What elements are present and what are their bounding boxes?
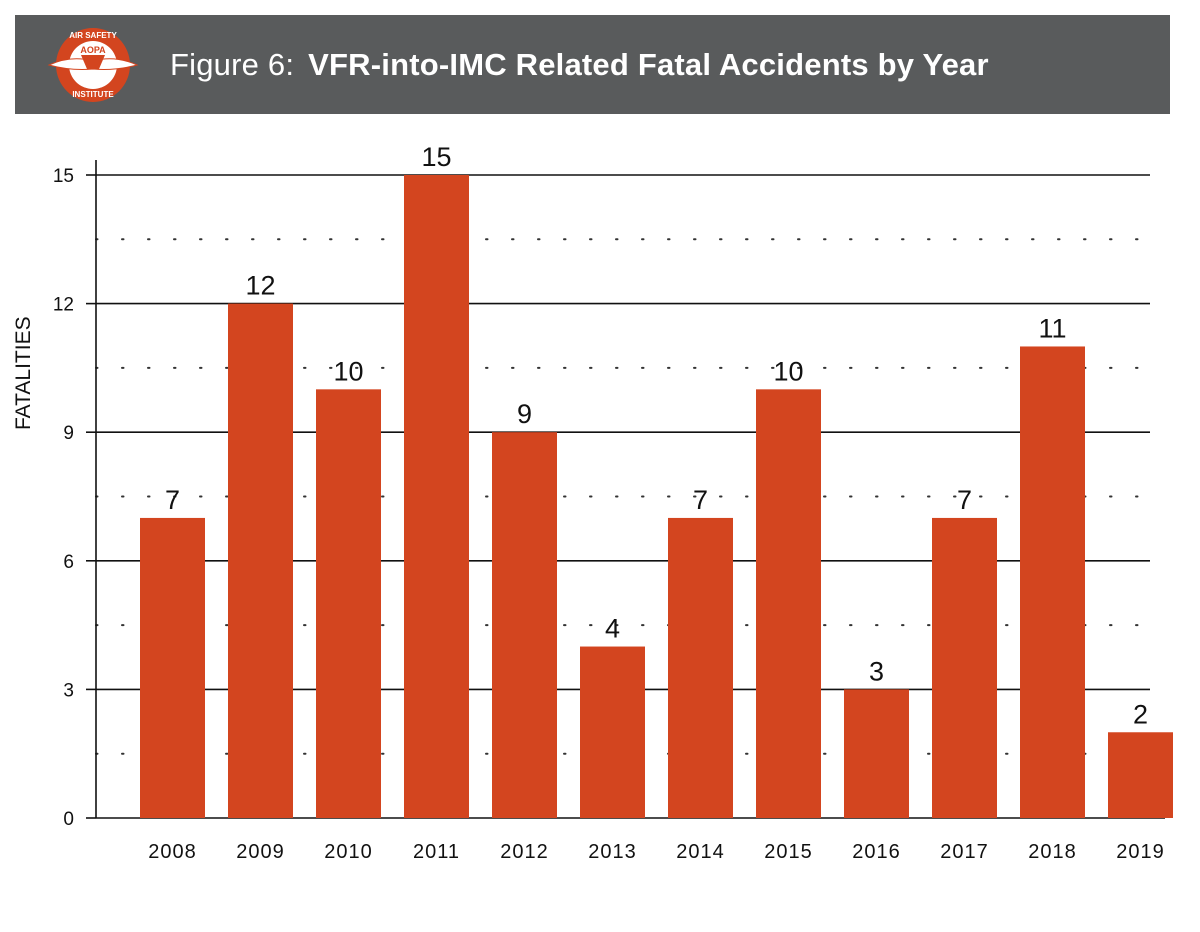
y-tick-label: 3 xyxy=(63,680,74,701)
x-tick-label: 2016 xyxy=(852,841,901,863)
data-label: 2 xyxy=(1133,699,1148,729)
logo-bottom-text: INSTITUTE xyxy=(72,90,114,99)
bar xyxy=(404,175,469,818)
data-label: 12 xyxy=(245,271,275,301)
y-tick-label: 0 xyxy=(63,809,74,830)
logo-center-text: AOPA xyxy=(80,45,106,55)
data-label: 10 xyxy=(333,356,363,386)
data-label: 4 xyxy=(605,614,620,644)
x-tick-label: 2012 xyxy=(500,841,549,863)
logo-top-text: AIR SAFETY xyxy=(69,31,117,40)
data-label: 15 xyxy=(421,142,451,172)
data-label: 7 xyxy=(165,485,180,515)
x-tick-label: 2014 xyxy=(676,841,725,863)
y-axis-label: FATALITIES xyxy=(12,316,35,430)
chart-header: AIR SAFETY AOPA INSTITUTE Figure 6: VFR-i… xyxy=(15,15,1170,114)
bar xyxy=(756,389,821,818)
bar xyxy=(1108,732,1173,818)
bar xyxy=(844,689,909,818)
x-tick-label: 2018 xyxy=(1028,841,1077,863)
x-tick-label: 2017 xyxy=(940,841,989,863)
bar xyxy=(492,432,557,818)
bar xyxy=(140,517,205,818)
bar xyxy=(932,517,997,818)
bar xyxy=(1020,346,1085,818)
y-tick-label: 6 xyxy=(63,552,74,573)
y-tick-label: 9 xyxy=(63,423,74,444)
x-tick-label: 2013 xyxy=(588,841,637,863)
x-tick-label: 2009 xyxy=(236,841,285,863)
x-tick-label: 2015 xyxy=(764,841,813,863)
title-text: VFR-into-IMC Related Fatal Accidents by … xyxy=(308,47,989,82)
bar xyxy=(668,517,733,818)
data-label: 7 xyxy=(957,485,972,515)
aopa-logo-icon: AIR SAFETY AOPA INSTITUTE xyxy=(47,28,139,102)
y-tick-label: 12 xyxy=(53,295,74,316)
y-tick-label: 15 xyxy=(53,166,74,187)
bar-chart: 0 3 6 9 12 15 7 2008 12 2009 10 2010 15 2011 9 2012 4 201… xyxy=(53,142,1173,863)
chart-title: Figure 6: VFR-into-IMC Related Fatal Acci… xyxy=(170,47,989,83)
data-label: 3 xyxy=(869,656,884,686)
x-tick-label: 2011 xyxy=(413,841,460,863)
data-label: 11 xyxy=(1038,313,1066,343)
figure-label: Figure 6: xyxy=(170,47,295,82)
bar xyxy=(316,389,381,818)
bar xyxy=(228,303,293,819)
x-tick-label: 2008 xyxy=(148,841,197,863)
x-tick-label: 2019 xyxy=(1116,841,1165,863)
bar xyxy=(580,646,645,818)
data-label: 9 xyxy=(517,399,532,429)
x-tick-label: 2010 xyxy=(324,841,373,863)
data-label: 7 xyxy=(693,485,708,515)
data-label: 10 xyxy=(773,356,803,386)
